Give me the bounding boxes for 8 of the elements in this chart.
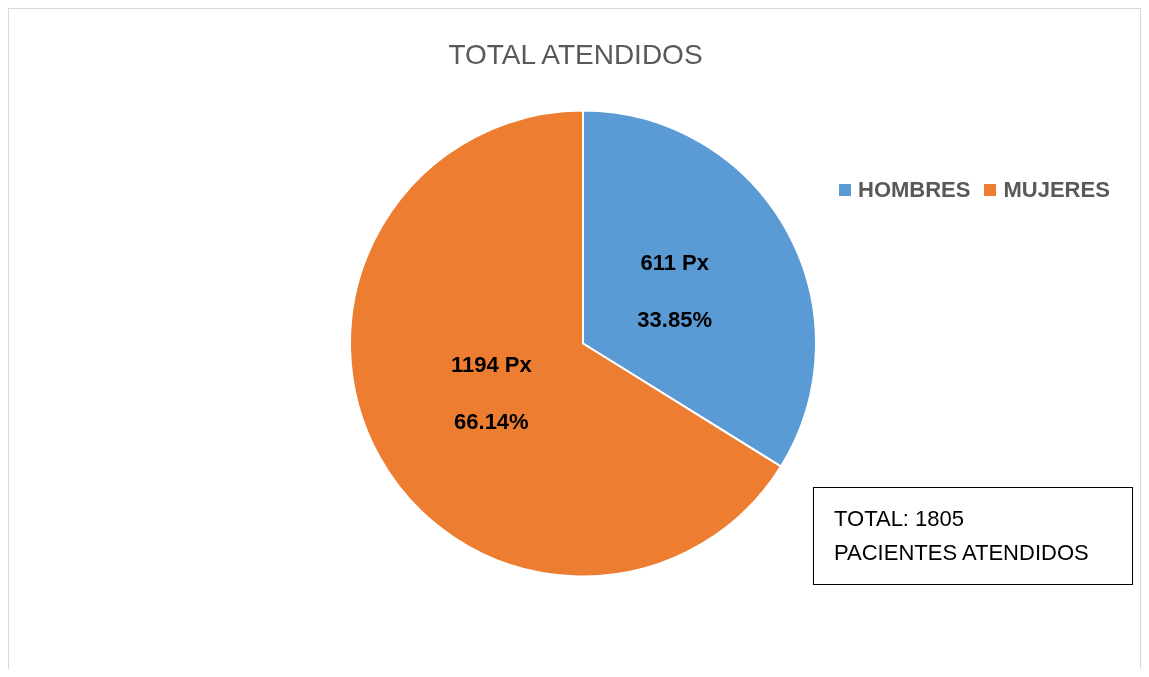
chart-title: TOTAL ATENDIDOS (447, 39, 704, 71)
legend-label: MUJERES (1003, 177, 1110, 203)
text: 33.85% (637, 307, 712, 333)
data-label: 1194 Px (450, 352, 533, 378)
legend-label: HOMBRES (858, 177, 971, 203)
text: TOTAL: 1805 PACIENTES ATENDIDOS (813, 487, 1133, 585)
text: 66.14% (454, 409, 529, 435)
data-label: 611 Px (640, 250, 710, 276)
